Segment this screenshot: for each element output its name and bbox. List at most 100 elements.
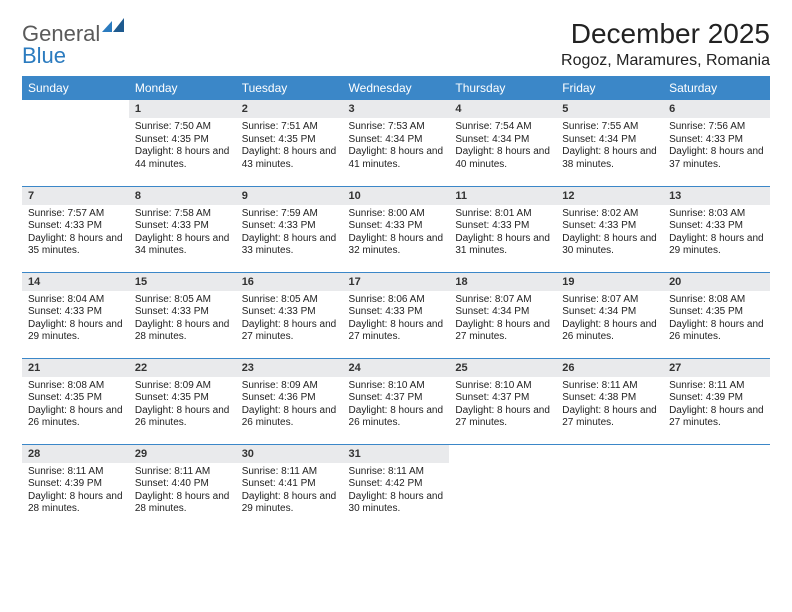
- day-number: 2: [236, 100, 343, 118]
- day-number: 17: [343, 273, 450, 291]
- calendar-day: 31Sunrise: 8:11 AMSunset: 4:42 PMDayligh…: [343, 444, 450, 530]
- day-detail: Sunrise: 7:56 AMSunset: 4:33 PMDaylight:…: [663, 118, 770, 176]
- day-detail: Sunrise: 7:50 AMSunset: 4:35 PMDaylight:…: [129, 118, 236, 176]
- day-number: 29: [129, 445, 236, 463]
- calendar-day: 1Sunrise: 7:50 AMSunset: 4:35 PMDaylight…: [129, 100, 236, 186]
- calendar-day: 12Sunrise: 8:02 AMSunset: 4:33 PMDayligh…: [556, 186, 663, 272]
- calendar-day: 13Sunrise: 8:03 AMSunset: 4:33 PMDayligh…: [663, 186, 770, 272]
- calendar-day: 18Sunrise: 8:07 AMSunset: 4:34 PMDayligh…: [449, 272, 556, 358]
- day-detail: Sunrise: 8:11 AMSunset: 4:39 PMDaylight:…: [22, 463, 129, 521]
- day-detail: Sunrise: 8:11 AMSunset: 4:40 PMDaylight:…: [129, 463, 236, 521]
- day-number: 25: [449, 359, 556, 377]
- day-number: 7: [22, 187, 129, 205]
- day-detail: Sunrise: 7:53 AMSunset: 4:34 PMDaylight:…: [343, 118, 450, 176]
- day-number: 13: [663, 187, 770, 205]
- logo-text-block: General Blue: [22, 18, 124, 68]
- day-number: 18: [449, 273, 556, 291]
- day-detail: Sunrise: 8:00 AMSunset: 4:33 PMDaylight:…: [343, 205, 450, 263]
- day-header: Wednesday: [343, 76, 450, 100]
- day-detail: Sunrise: 7:57 AMSunset: 4:33 PMDaylight:…: [22, 205, 129, 263]
- logo-text-blue: Blue: [22, 43, 66, 68]
- flag-icon: [102, 18, 124, 37]
- day-detail: Sunrise: 8:11 AMSunset: 4:39 PMDaylight:…: [663, 377, 770, 435]
- day-number: 30: [236, 445, 343, 463]
- day-number: 21: [22, 359, 129, 377]
- calendar-day: 16Sunrise: 8:05 AMSunset: 4:33 PMDayligh…: [236, 272, 343, 358]
- calendar-day: 8Sunrise: 7:58 AMSunset: 4:33 PMDaylight…: [129, 186, 236, 272]
- header: General Blue December 2025 Rogoz, Maramu…: [22, 18, 770, 70]
- day-detail: Sunrise: 8:04 AMSunset: 4:33 PMDaylight:…: [22, 291, 129, 349]
- day-detail: Sunrise: 7:58 AMSunset: 4:33 PMDaylight:…: [129, 205, 236, 263]
- day-header: Tuesday: [236, 76, 343, 100]
- calendar-week: 1Sunrise: 7:50 AMSunset: 4:35 PMDaylight…: [22, 100, 770, 186]
- calendar-day: 11Sunrise: 8:01 AMSunset: 4:33 PMDayligh…: [449, 186, 556, 272]
- calendar-day: 30Sunrise: 8:11 AMSunset: 4:41 PMDayligh…: [236, 444, 343, 530]
- calendar-day: 29Sunrise: 8:11 AMSunset: 4:40 PMDayligh…: [129, 444, 236, 530]
- logo-text-general: General: [22, 23, 100, 45]
- day-number: 4: [449, 100, 556, 118]
- day-number: 26: [556, 359, 663, 377]
- day-header: Thursday: [449, 76, 556, 100]
- day-header: Sunday: [22, 76, 129, 100]
- calendar-day: [449, 444, 556, 530]
- day-number: 8: [129, 187, 236, 205]
- calendar-day: 28Sunrise: 8:11 AMSunset: 4:39 PMDayligh…: [22, 444, 129, 530]
- calendar-day: [663, 444, 770, 530]
- day-detail: Sunrise: 8:10 AMSunset: 4:37 PMDaylight:…: [449, 377, 556, 435]
- day-detail: Sunrise: 8:09 AMSunset: 4:35 PMDaylight:…: [129, 377, 236, 435]
- calendar-day: 19Sunrise: 8:07 AMSunset: 4:34 PMDayligh…: [556, 272, 663, 358]
- day-header: Friday: [556, 76, 663, 100]
- calendar-day: 14Sunrise: 8:04 AMSunset: 4:33 PMDayligh…: [22, 272, 129, 358]
- calendar-body: 1Sunrise: 7:50 AMSunset: 4:35 PMDaylight…: [22, 100, 770, 530]
- calendar-day: 4Sunrise: 7:54 AMSunset: 4:34 PMDaylight…: [449, 100, 556, 186]
- title-block: December 2025 Rogoz, Maramures, Romania: [561, 18, 770, 70]
- calendar-day: 5Sunrise: 7:55 AMSunset: 4:34 PMDaylight…: [556, 100, 663, 186]
- day-number: 22: [129, 359, 236, 377]
- day-detail: Sunrise: 8:08 AMSunset: 4:35 PMDaylight:…: [663, 291, 770, 349]
- day-detail: Sunrise: 7:59 AMSunset: 4:33 PMDaylight:…: [236, 205, 343, 263]
- day-detail: Sunrise: 8:05 AMSunset: 4:33 PMDaylight:…: [236, 291, 343, 349]
- calendar-day: 9Sunrise: 7:59 AMSunset: 4:33 PMDaylight…: [236, 186, 343, 272]
- day-number: 1: [129, 100, 236, 118]
- day-detail: Sunrise: 8:08 AMSunset: 4:35 PMDaylight:…: [22, 377, 129, 435]
- day-number: 6: [663, 100, 770, 118]
- day-header: Monday: [129, 76, 236, 100]
- calendar-day: 21Sunrise: 8:08 AMSunset: 4:35 PMDayligh…: [22, 358, 129, 444]
- day-number: 24: [343, 359, 450, 377]
- day-number: 27: [663, 359, 770, 377]
- day-number: 5: [556, 100, 663, 118]
- calendar-day: 7Sunrise: 7:57 AMSunset: 4:33 PMDaylight…: [22, 186, 129, 272]
- calendar-day: 3Sunrise: 7:53 AMSunset: 4:34 PMDaylight…: [343, 100, 450, 186]
- calendar-head: SundayMondayTuesdayWednesdayThursdayFrid…: [22, 76, 770, 100]
- day-detail: Sunrise: 8:07 AMSunset: 4:34 PMDaylight:…: [449, 291, 556, 349]
- calendar-day: 25Sunrise: 8:10 AMSunset: 4:37 PMDayligh…: [449, 358, 556, 444]
- day-number: 19: [556, 273, 663, 291]
- day-detail: Sunrise: 8:05 AMSunset: 4:33 PMDaylight:…: [129, 291, 236, 349]
- day-detail: Sunrise: 8:11 AMSunset: 4:38 PMDaylight:…: [556, 377, 663, 435]
- day-detail: Sunrise: 8:02 AMSunset: 4:33 PMDaylight:…: [556, 205, 663, 263]
- day-number: 15: [129, 273, 236, 291]
- calendar-day: 24Sunrise: 8:10 AMSunset: 4:37 PMDayligh…: [343, 358, 450, 444]
- day-number: 20: [663, 273, 770, 291]
- calendar-day: [22, 100, 129, 186]
- location-text: Rogoz, Maramures, Romania: [561, 52, 770, 70]
- calendar-day: 6Sunrise: 7:56 AMSunset: 4:33 PMDaylight…: [663, 100, 770, 186]
- day-detail: Sunrise: 7:51 AMSunset: 4:35 PMDaylight:…: [236, 118, 343, 176]
- day-detail: Sunrise: 8:11 AMSunset: 4:41 PMDaylight:…: [236, 463, 343, 521]
- calendar-day: 27Sunrise: 8:11 AMSunset: 4:39 PMDayligh…: [663, 358, 770, 444]
- calendar-day: 22Sunrise: 8:09 AMSunset: 4:35 PMDayligh…: [129, 358, 236, 444]
- calendar-day: 26Sunrise: 8:11 AMSunset: 4:38 PMDayligh…: [556, 358, 663, 444]
- day-detail: Sunrise: 7:54 AMSunset: 4:34 PMDaylight:…: [449, 118, 556, 176]
- calendar-week: 21Sunrise: 8:08 AMSunset: 4:35 PMDayligh…: [22, 358, 770, 444]
- day-detail: Sunrise: 8:06 AMSunset: 4:33 PMDaylight:…: [343, 291, 450, 349]
- day-number: 10: [343, 187, 450, 205]
- month-title: December 2025: [561, 18, 770, 50]
- day-number: 14: [22, 273, 129, 291]
- calendar-table: SundayMondayTuesdayWednesdayThursdayFrid…: [22, 76, 770, 530]
- calendar-day: 20Sunrise: 8:08 AMSunset: 4:35 PMDayligh…: [663, 272, 770, 358]
- day-detail: Sunrise: 8:01 AMSunset: 4:33 PMDaylight:…: [449, 205, 556, 263]
- day-detail: Sunrise: 8:11 AMSunset: 4:42 PMDaylight:…: [343, 463, 450, 521]
- calendar-day: 10Sunrise: 8:00 AMSunset: 4:33 PMDayligh…: [343, 186, 450, 272]
- calendar-week: 7Sunrise: 7:57 AMSunset: 4:33 PMDaylight…: [22, 186, 770, 272]
- calendar-day: [556, 444, 663, 530]
